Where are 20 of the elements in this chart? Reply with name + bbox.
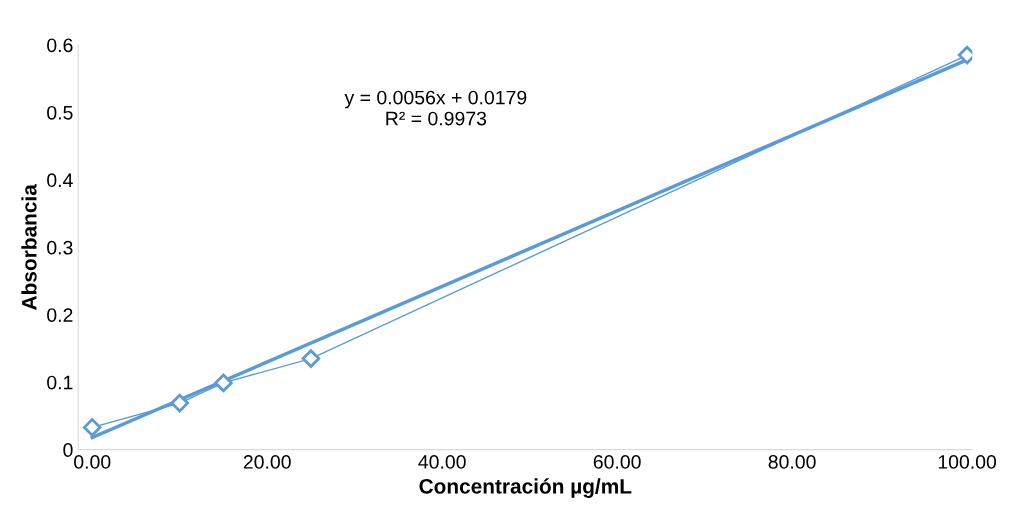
point xyxy=(301,349,321,368)
point xyxy=(82,418,102,437)
y-tick-label: 0.4 xyxy=(47,173,73,188)
x-tick-label: 0.00 xyxy=(74,455,111,469)
x-tick-label: 40.00 xyxy=(418,455,466,469)
y-tick-label: 0.1 xyxy=(47,375,73,390)
y-axis-title: Absorbancia xyxy=(21,184,37,310)
x-tick-label: 20.00 xyxy=(243,455,291,469)
x-axis-title: Concentración µg/mL xyxy=(419,478,632,498)
y-tick-label: 0 xyxy=(63,443,73,457)
y-tick-label: 0.2 xyxy=(47,308,73,322)
annotation: y = 0.0056x + 0.0179 R² = 0.9973 xyxy=(344,90,527,126)
y-tick-label: 0.5 xyxy=(47,105,73,120)
x-tick-label: 100.00 xyxy=(938,455,997,469)
y-tick-label: 0.6 xyxy=(47,38,73,53)
x-tick-label: 80.00 xyxy=(768,455,816,469)
y-tick-label: 0.3 xyxy=(47,240,73,255)
point xyxy=(170,393,189,413)
x-tick-label: 60.00 xyxy=(593,455,641,469)
point xyxy=(214,373,233,393)
